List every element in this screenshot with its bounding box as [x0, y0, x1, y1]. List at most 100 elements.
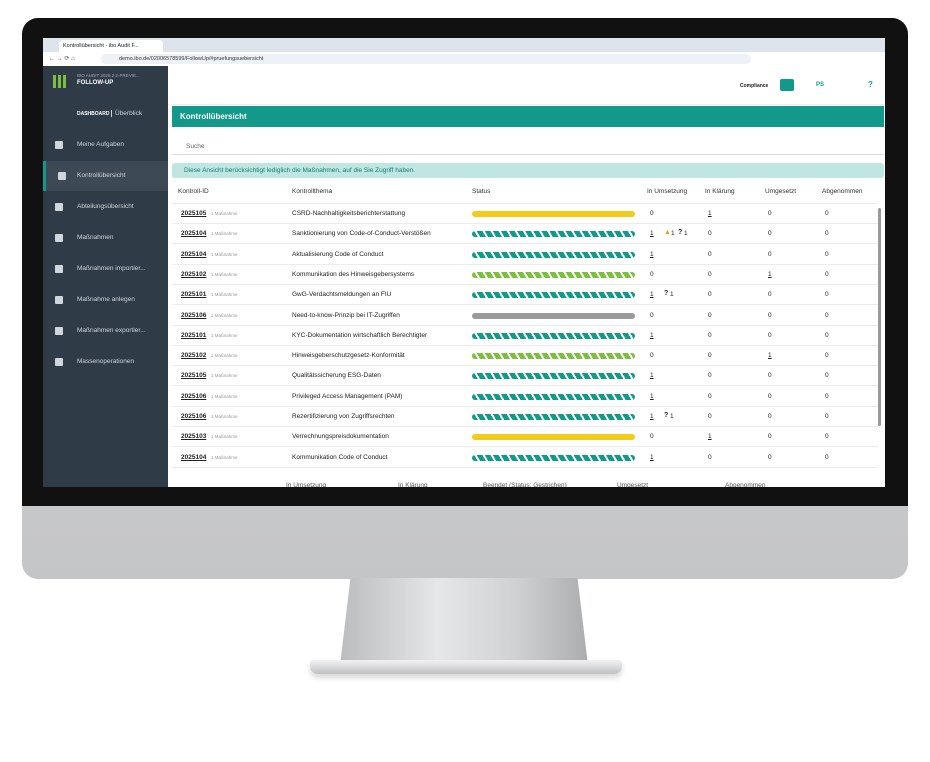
- count-in-progress[interactable]: 1: [650, 453, 654, 461]
- column-header[interactable]: Kontrollthema: [292, 188, 333, 195]
- control-id[interactable]: 2025104: [181, 230, 207, 238]
- header-line: [172, 203, 878, 204]
- monitor-stand: [340, 578, 588, 664]
- column-header[interactable]: Umgesetzt: [765, 188, 797, 195]
- count-in-clarification[interactable]: 1: [708, 433, 712, 441]
- app-module[interactable]: FOLLOW-UP: [77, 80, 114, 86]
- status-bar: [472, 373, 635, 380]
- count-in-clarification: 0: [708, 291, 712, 299]
- column-header[interactable]: Kontroll-ID: [178, 188, 209, 195]
- column-header[interactable]: Abgenommen: [822, 188, 863, 195]
- sidebar-icon: [55, 203, 63, 211]
- control-id[interactable]: 2025104: [181, 453, 207, 461]
- control-id[interactable]: 2025101: [181, 291, 207, 299]
- count-accepted: 0: [825, 230, 829, 238]
- overview-link[interactable]: Überblick: [111, 110, 142, 117]
- scrollbar[interactable]: [878, 208, 881, 426]
- sidebar-item[interactable]: Abteilungsübersicht: [43, 192, 168, 222]
- search-field[interactable]: Suche: [172, 139, 884, 155]
- sidebar-item[interactable]: Kontrollübersicht: [43, 161, 168, 191]
- user-menu[interactable]: PS: [816, 82, 825, 88]
- count-implemented: 0: [768, 392, 772, 400]
- row-line: [172, 446, 878, 448]
- count-in-progress: 0: [650, 270, 654, 278]
- browser-tab[interactable]: Kontrollübersicht - ibo Audit F...: [59, 40, 163, 52]
- count-in-clarification[interactable]: 1: [708, 210, 712, 217]
- row-line: [172, 426, 878, 427]
- control-id[interactable]: 2025106: [181, 392, 207, 400]
- question-count: 1: [670, 413, 674, 420]
- sidebar-item[interactable]: Maßnahmen exportier...: [43, 316, 168, 346]
- info-banner: Diese Ansicht berücksichtigt lediglich d…: [172, 163, 884, 178]
- control-id[interactable]: 2025106: [181, 413, 207, 420]
- count-in-progress[interactable]: 1: [650, 372, 654, 380]
- control-topic: GwG-Verdachtsmeldungen an FIU: [292, 291, 392, 299]
- question-count: 1: [670, 291, 674, 299]
- count-in-clarification: 0: [708, 453, 712, 461]
- measure-count: 1 Maßnahme: [211, 434, 238, 440]
- count-implemented: 0: [768, 433, 772, 441]
- control-id[interactable]: 2025105: [181, 372, 207, 380]
- row-line: [172, 466, 878, 468]
- count-in-progress[interactable]: 1: [650, 230, 654, 238]
- sidebar-item[interactable]: Massenoperationen: [43, 347, 168, 377]
- measure-count: 1 Maßnahme: [211, 353, 238, 359]
- sidebar-item[interactable]: Maßnahme anlegen: [43, 285, 168, 315]
- count-in-progress[interactable]: 1: [650, 413, 654, 420]
- screen: Kontrollübersicht - ibo Audit F... ← → ⟳…: [43, 38, 885, 487]
- status-bar: [472, 434, 635, 441]
- control-topic: Need-to-know-Prinzip bei IT-Zugriffen: [292, 311, 400, 319]
- context-label: Compliance: [740, 83, 769, 89]
- sidebar-item[interactable]: Meine Aufgaben: [43, 130, 168, 160]
- control-id[interactable]: 2025102: [181, 270, 207, 278]
- sidebar: IBO AUDIT 2025.2.2-PREVIE... FOLLOW-UP D…: [43, 66, 168, 487]
- control-topic: Verrechnungspreisdokumentation: [292, 433, 389, 441]
- column-header[interactable]: In Umsetzung: [647, 188, 688, 195]
- warning-count: 1: [671, 230, 675, 238]
- control-id[interactable]: 2025101: [181, 331, 207, 339]
- count-implemented: 0: [768, 413, 772, 420]
- control-id[interactable]: 2025104: [181, 250, 207, 258]
- control-id[interactable]: 2025105: [181, 210, 207, 217]
- monitor-base: [310, 660, 622, 674]
- measure-count: 1 Maßnahme: [211, 393, 238, 399]
- count-accepted: 0: [825, 331, 829, 339]
- count-in-progress[interactable]: 1: [650, 331, 654, 339]
- column-header[interactable]: Status: [472, 188, 491, 195]
- legend-label: In Klärung: [398, 482, 428, 487]
- count-in-clarification: 0: [708, 372, 712, 380]
- count-implemented: 0: [768, 453, 772, 461]
- address-field[interactable]: demo.ibo.de/02006578599/FollowUp/#pruefu…: [101, 54, 751, 64]
- count-implemented: 0: [768, 230, 772, 238]
- control-topic: Sanktionierung von Code-of-Conduct-Verst…: [292, 230, 431, 238]
- count-in-clarification: 0: [708, 270, 712, 278]
- count-accepted: 0: [825, 311, 829, 319]
- count-in-progress[interactable]: 1: [650, 291, 654, 299]
- dashboard-link[interactable]: DASHBOARD: [77, 111, 110, 117]
- control-id[interactable]: 2025106: [181, 311, 207, 319]
- count-implemented[interactable]: 1: [768, 270, 772, 278]
- row-line: [172, 324, 878, 326]
- status-bar: [472, 353, 635, 360]
- count-in-progress: 0: [650, 210, 654, 217]
- control-id[interactable]: 2025103: [181, 433, 207, 441]
- help-button[interactable]: ?: [868, 80, 873, 89]
- sidebar-icon: [58, 172, 66, 180]
- control-id[interactable]: 2025102: [181, 352, 207, 360]
- count-in-progress[interactable]: 1: [650, 392, 654, 400]
- nav-buttons[interactable]: ← → ⟳ ⌂: [49, 56, 75, 62]
- count-in-progress[interactable]: 1: [650, 250, 654, 258]
- count-in-progress: 0: [650, 352, 654, 360]
- count-implemented: 0: [768, 311, 772, 319]
- count-implemented[interactable]: 1: [768, 352, 772, 360]
- row-line: [172, 243, 878, 245]
- sidebar-item[interactable]: Maßnahmen: [43, 223, 168, 253]
- status-bar: [472, 312, 635, 319]
- control-topic: Kommunikation des Hinweisgebersystems: [292, 270, 415, 278]
- column-header[interactable]: In Klärung: [705, 188, 735, 195]
- mail-button[interactable]: [780, 79, 794, 91]
- page-title: Kontrollübersicht: [172, 106, 884, 127]
- count-in-progress: 0: [650, 433, 654, 441]
- sidebar-item[interactable]: Maßnahmen importier...: [43, 254, 168, 284]
- status-bar: [472, 211, 635, 217]
